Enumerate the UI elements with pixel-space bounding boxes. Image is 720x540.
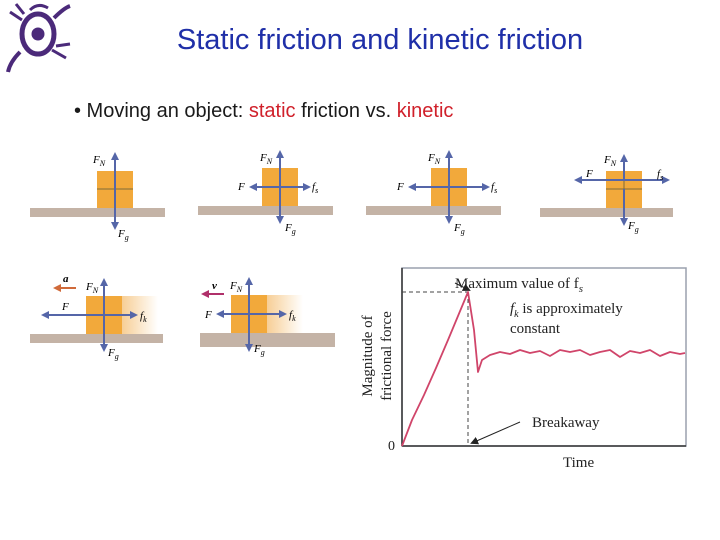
svg-text:FN: FN [603, 154, 617, 168]
svg-text:fk: fk [289, 309, 296, 323]
svg-text:F: F [585, 168, 593, 180]
svg-text:Fg: Fg [253, 343, 265, 357]
bullet-text: • Moving an object: static friction vs. … [74, 100, 453, 123]
svg-text:v: v [212, 280, 217, 292]
svg-text:0: 0 [388, 439, 395, 454]
svg-text:FN: FN [229, 280, 243, 294]
svg-text:a: a [63, 273, 69, 285]
svg-text:fs: fs [657, 168, 663, 182]
svg-text:constant: constant [510, 321, 561, 337]
friction-curve [401, 291, 686, 447]
static-word: static [248, 100, 296, 122]
svg-text:Fg: Fg [117, 228, 129, 242]
panel-max-push: FN F fs Fg [540, 154, 673, 234]
svg-text:F: F [396, 181, 404, 193]
svg-text:Time: Time [563, 455, 594, 471]
svg-text:Fg: Fg [453, 222, 465, 236]
svg-text:FN: FN [85, 281, 99, 295]
panel-kinetic-velocity: v FN F fk Fg [200, 277, 335, 357]
svg-text:Maximum value of fs: Maximum value of fs [455, 276, 583, 295]
svg-text:FN: FN [427, 152, 441, 166]
svg-text:FN: FN [259, 152, 273, 166]
svg-text:Fg: Fg [107, 347, 119, 361]
svg-text:F: F [237, 181, 245, 193]
svg-text:Fg: Fg [627, 220, 639, 234]
svg-text:frictional force: frictional force [379, 311, 395, 401]
svg-text:fk: fk [140, 310, 147, 324]
slide-title: Static friction and kinetic friction [176, 24, 584, 56]
svg-text:fs: fs [491, 181, 497, 195]
svg-text:fk is approximately: fk is approximately [510, 301, 623, 320]
friction-time-graph: Maximum value of fs fk is approximately … [360, 267, 687, 471]
svg-text:fs: fs [312, 181, 318, 195]
svg-text:F: F [61, 301, 69, 313]
panel-kinetic-accel: a FN F fk Fg [30, 273, 163, 361]
bullet-middle: friction vs. [295, 100, 397, 122]
panel-rest: FN Fg [30, 152, 165, 242]
svg-text:Magnitude of: Magnitude of [360, 315, 376, 396]
bullet-prefix: • Moving an object: [74, 100, 249, 122]
panel-small-push: FN F fs Fg [198, 150, 333, 236]
lizard-logo [6, 3, 71, 73]
svg-text:FN: FN [92, 154, 106, 168]
svg-text:F: F [204, 309, 212, 321]
kinetic-word: kinetic [396, 100, 454, 122]
panel-medium-push: FN F fs Fg [366, 150, 501, 236]
svg-text:Breakaway: Breakaway [532, 415, 600, 431]
svg-text:Fg: Fg [284, 222, 296, 236]
